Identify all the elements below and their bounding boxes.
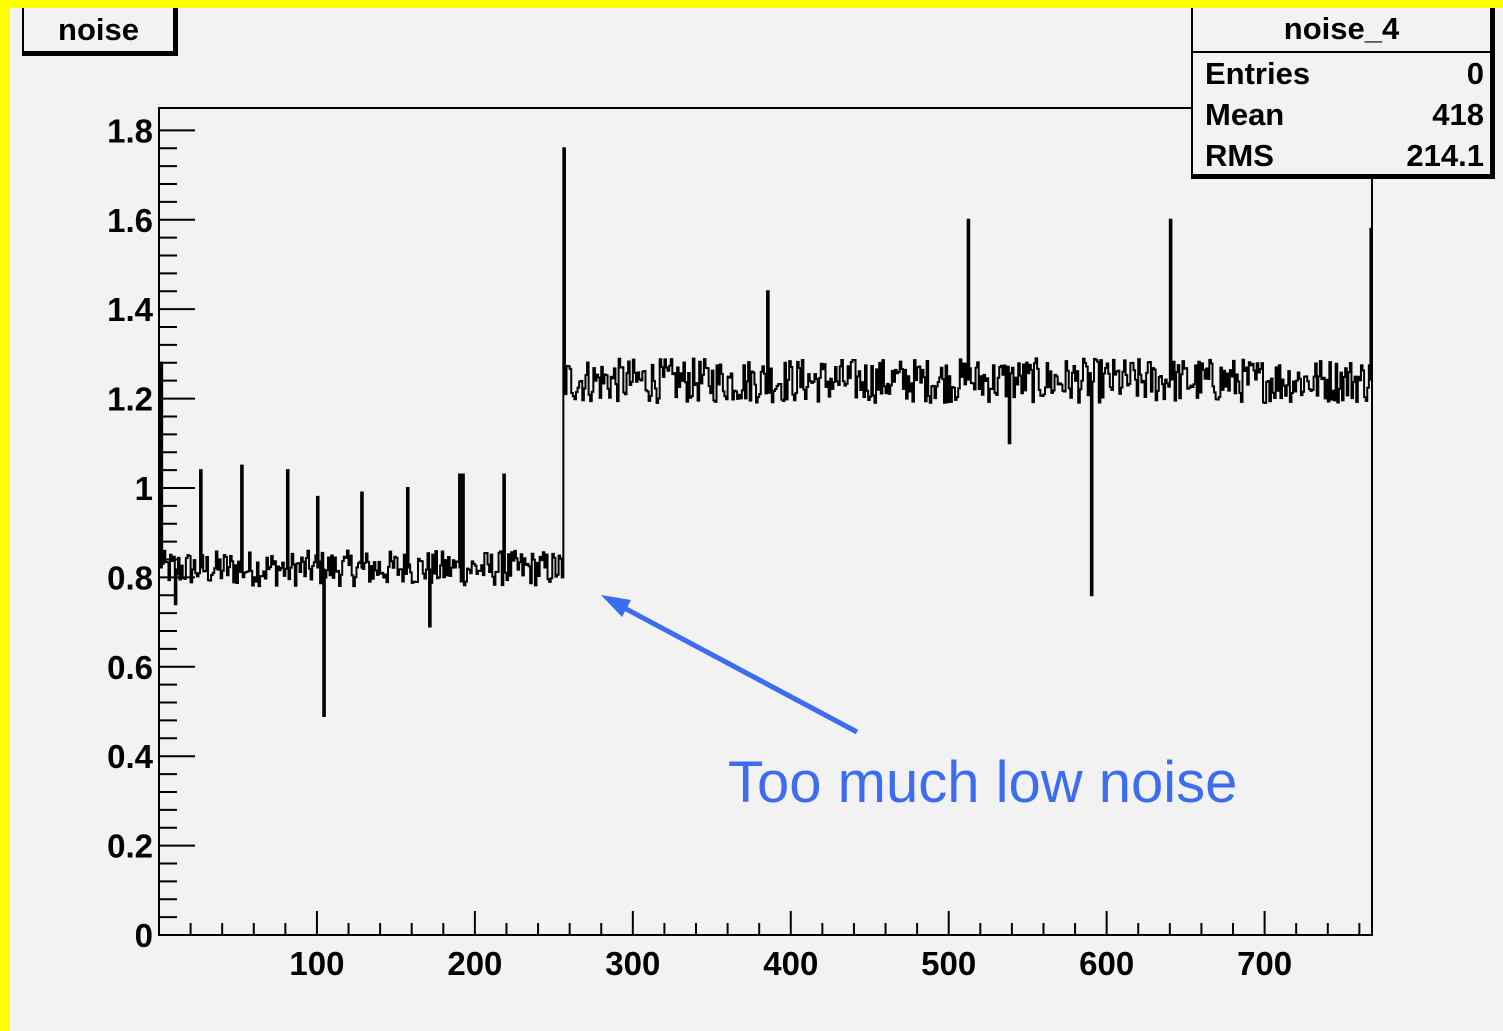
x-tick-label: 100 — [289, 945, 344, 982]
stats-row-mean: Mean 418 — [1193, 94, 1490, 135]
x-axis: 100 200 300 400 500 600 700 — [189, 911, 1361, 982]
stats-name: noise_4 — [1193, 8, 1490, 53]
stats-label: RMS — [1205, 138, 1274, 173]
stats-label: Entries — [1205, 56, 1311, 91]
stats-value: 0 — [1466, 56, 1484, 91]
y-tick-label: 0 — [135, 917, 153, 954]
canvas: 0 0.2 0.4 0.6 0.8 1 1.2 1.4 1.6 1.8 100 200 300 400 5… — [10, 8, 1503, 1031]
x-tick-label: 700 — [1237, 945, 1292, 982]
y-tick-label: 0.8 — [107, 559, 153, 596]
histogram-title: noise — [22, 8, 178, 56]
x-tick-label: 400 — [763, 945, 818, 982]
noise-series-line — [159, 147, 1372, 717]
plot-frame — [158, 107, 1373, 936]
y-tick-label: 0.6 — [107, 649, 153, 686]
stats-box: noise_4 Entries 0 Mean 418 RMS 214.1 — [1191, 8, 1495, 179]
stats-value: 418 — [1432, 97, 1484, 132]
spikes — [159, 148, 1373, 716]
stats-label: Mean — [1205, 97, 1285, 132]
y-tick-label: 1.2 — [107, 381, 153, 418]
x-tick-label: 600 — [1079, 945, 1134, 982]
y-axis: 0 0.2 0.4 0.6 0.8 1 1.2 1.4 1.6 1.8 — [107, 112, 195, 954]
y-tick-label: 1.4 — [107, 291, 154, 328]
y-tick-label: 1.8 — [107, 112, 153, 149]
x-tick-label: 300 — [605, 945, 660, 982]
chart: 0 0.2 0.4 0.6 0.8 1 1.2 1.4 1.6 1.8 100 200 300 400 5… — [107, 107, 1373, 982]
y-tick-label: 0.4 — [107, 738, 154, 775]
stats-value: 214.1 — [1406, 138, 1484, 173]
stats-row-entries: Entries 0 — [1193, 53, 1490, 94]
y-tick-label: 1.6 — [107, 202, 153, 239]
stats-row-rms: RMS 214.1 — [1193, 135, 1490, 176]
annotation-text: Too much low noise — [728, 750, 1238, 815]
annotation-arrow-shaft — [613, 600, 859, 735]
x-tick-label: 500 — [921, 945, 976, 982]
y-tick-label: 1 — [135, 470, 153, 507]
x-tick-label: 200 — [447, 945, 502, 982]
y-tick-label: 0.2 — [107, 828, 153, 865]
annotation-arrow-head — [601, 595, 631, 617]
